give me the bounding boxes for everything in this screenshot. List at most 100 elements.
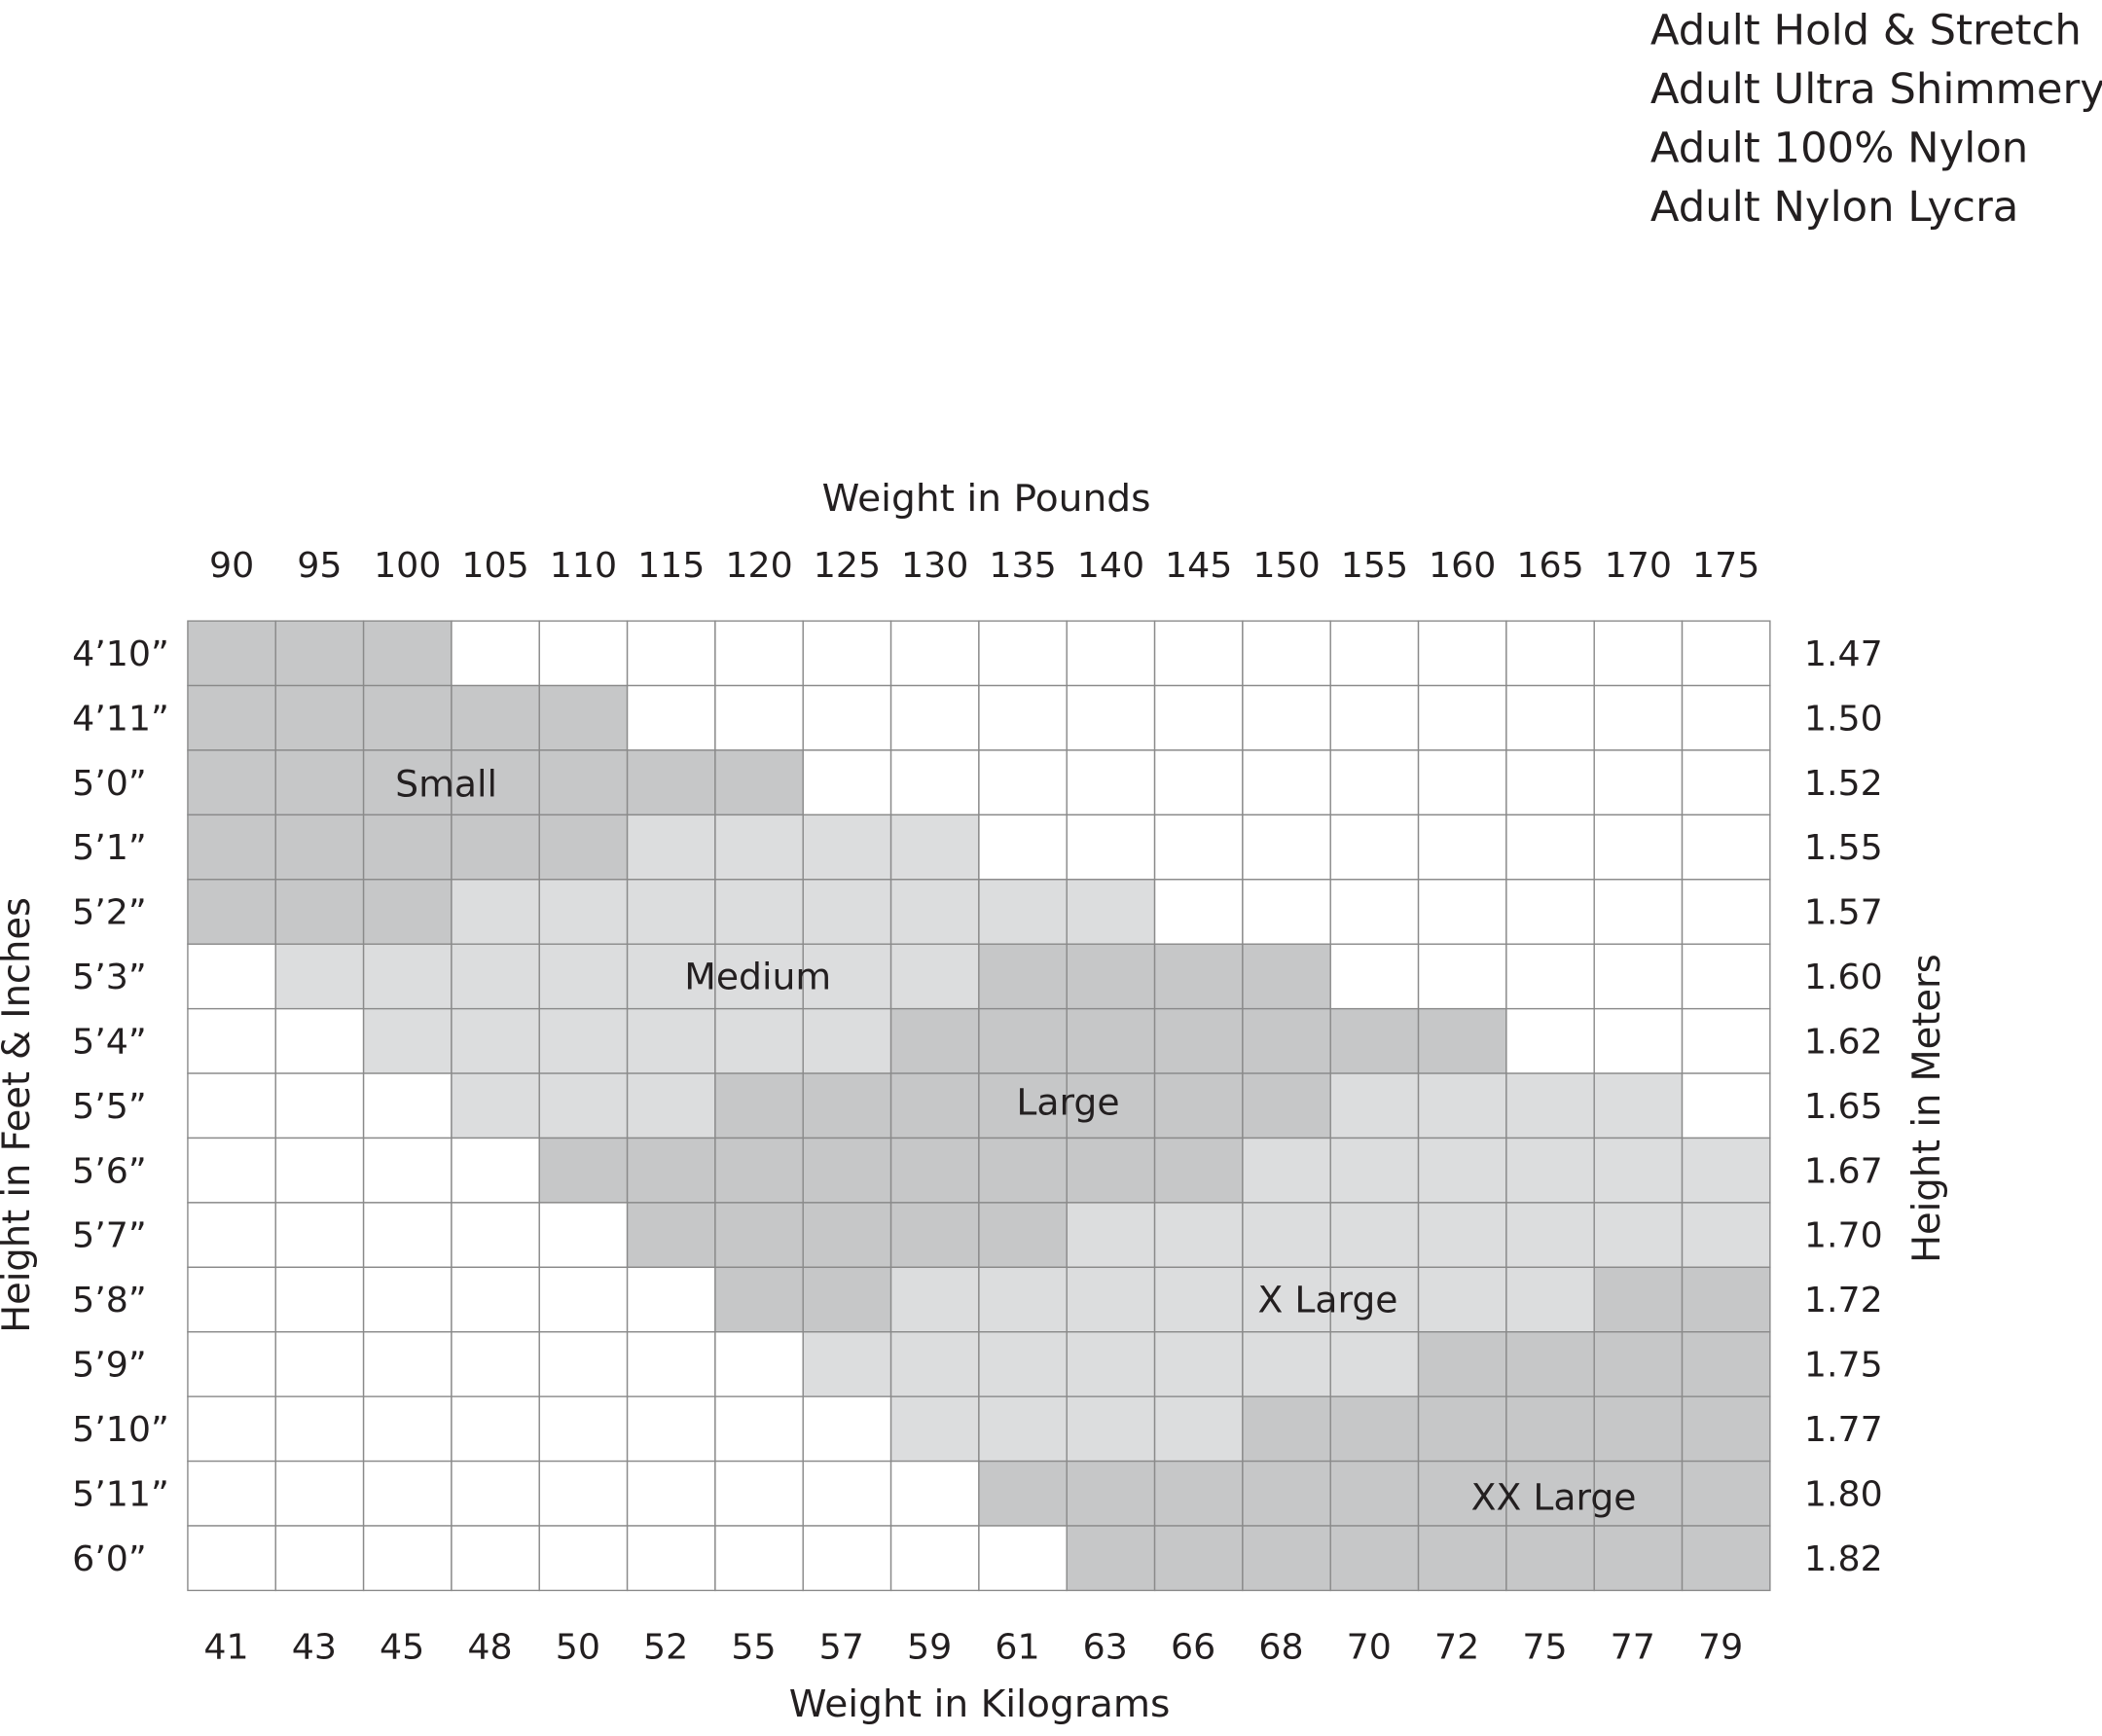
grid-cell [714, 620, 804, 687]
grid-cell [1329, 1137, 1420, 1204]
grid-cell [1593, 1072, 1684, 1139]
kilogram-label: 59 [907, 1628, 952, 1668]
feet-label: 5’3” [72, 958, 147, 997]
grid-cell [1505, 1072, 1595, 1139]
grid-cell [187, 620, 276, 687]
pound-label: 160 [1429, 546, 1496, 586]
grid-cell [1417, 1007, 1507, 1074]
grid-cell [538, 1331, 629, 1397]
grid-cell [889, 1266, 980, 1333]
grid-cell [362, 684, 453, 751]
grid-cell [1681, 1202, 1771, 1269]
pound-label: 110 [550, 546, 617, 586]
pound-label: 175 [1692, 546, 1759, 586]
kilogram-label: 75 [1522, 1628, 1567, 1668]
grid-cell [1593, 620, 1684, 687]
grid-cell [274, 1137, 365, 1204]
grid-cell [978, 684, 1068, 751]
grid-cell [1417, 620, 1507, 687]
pound-label: 100 [374, 546, 441, 586]
grid-cell [451, 1460, 540, 1527]
grid-cell [1505, 1525, 1595, 1592]
meter-label: 1.50 [1804, 700, 1883, 740]
grid-cell [1593, 1460, 1684, 1527]
grid-cell [187, 1331, 276, 1397]
grid-cell [1505, 684, 1595, 751]
grid-cell [451, 684, 540, 751]
grid-cell [362, 1072, 453, 1139]
grid-cell [1681, 1525, 1771, 1592]
pound-label: 115 [637, 546, 705, 586]
grid-cell [1066, 1460, 1156, 1527]
grid-cell [187, 1395, 276, 1463]
grid-cell [1593, 1202, 1684, 1269]
grid-cell [1242, 684, 1331, 751]
grid-cell [187, 1525, 276, 1592]
feet-label: 5’8” [72, 1281, 147, 1320]
grid-cell [451, 1137, 540, 1204]
grid-cell [1593, 814, 1684, 881]
grid-cell [1681, 1460, 1771, 1527]
grid-cell [1593, 943, 1684, 1010]
grid-cell [1505, 814, 1595, 881]
kilogram-label: 70 [1347, 1628, 1392, 1668]
kilogram-label: 63 [1083, 1628, 1128, 1668]
grid-cell [1066, 1202, 1156, 1269]
grid-cell [1329, 1007, 1420, 1074]
grid-cell [1329, 814, 1420, 881]
grid-cell [889, 1137, 980, 1204]
grid-cell [1066, 1395, 1156, 1463]
grid-cell [362, 1266, 453, 1333]
grid-cell [1681, 1072, 1771, 1139]
meter-label: 1.60 [1804, 958, 1883, 997]
grid-cell [626, 1395, 716, 1463]
grid-cell [1505, 879, 1595, 945]
grid-cell [451, 879, 540, 945]
grid-cell [1329, 879, 1420, 945]
grid-cell [714, 879, 804, 945]
grid-cell [538, 1266, 629, 1333]
grid-cell [978, 1460, 1068, 1527]
grid-cell [362, 749, 453, 816]
grid-cell [802, 1007, 892, 1074]
grid-cell [626, 1072, 716, 1139]
product-name: Adult Hold & Stretch [1650, 7, 2082, 55]
grid-cell [1417, 1202, 1507, 1269]
grid-cell [538, 1072, 629, 1139]
grid-cell [538, 749, 629, 816]
grid-cell [451, 1266, 540, 1333]
grid-cell [889, 1460, 980, 1527]
grid-cell [362, 1525, 453, 1592]
axis-title: Height in Feet & Inches [0, 897, 39, 1333]
pound-label: 170 [1605, 546, 1672, 586]
kilogram-label: 72 [1434, 1628, 1479, 1668]
grid-cell [802, 879, 892, 945]
grid-cell [1242, 1007, 1331, 1074]
grid-cell [274, 684, 365, 751]
grid-cell [626, 749, 716, 816]
grid-cell [1681, 943, 1771, 1010]
grid-cell [1153, 684, 1244, 751]
grid-cell [1066, 1266, 1156, 1333]
pound-label: 90 [209, 546, 254, 586]
grid-cell [889, 1525, 980, 1592]
grid-cell [1153, 620, 1244, 687]
grid-cell [714, 749, 804, 816]
meter-label: 1.77 [1804, 1410, 1883, 1450]
grid-cell [362, 1395, 453, 1463]
grid-cell [714, 1460, 804, 1527]
grid-cell [1417, 814, 1507, 881]
grid-cell [978, 1525, 1068, 1592]
grid-cell [626, 1331, 716, 1397]
grid-cell [1417, 1137, 1507, 1204]
grid-cell [1417, 943, 1507, 1010]
grid-cell [1593, 749, 1684, 816]
grid-cell [362, 814, 453, 881]
meter-label: 1.47 [1804, 634, 1883, 674]
grid-cell [978, 620, 1068, 687]
grid-cell [978, 943, 1068, 1010]
grid-cell [1066, 684, 1156, 751]
grid-cell [274, 1460, 365, 1527]
grid-cell [362, 1460, 453, 1527]
